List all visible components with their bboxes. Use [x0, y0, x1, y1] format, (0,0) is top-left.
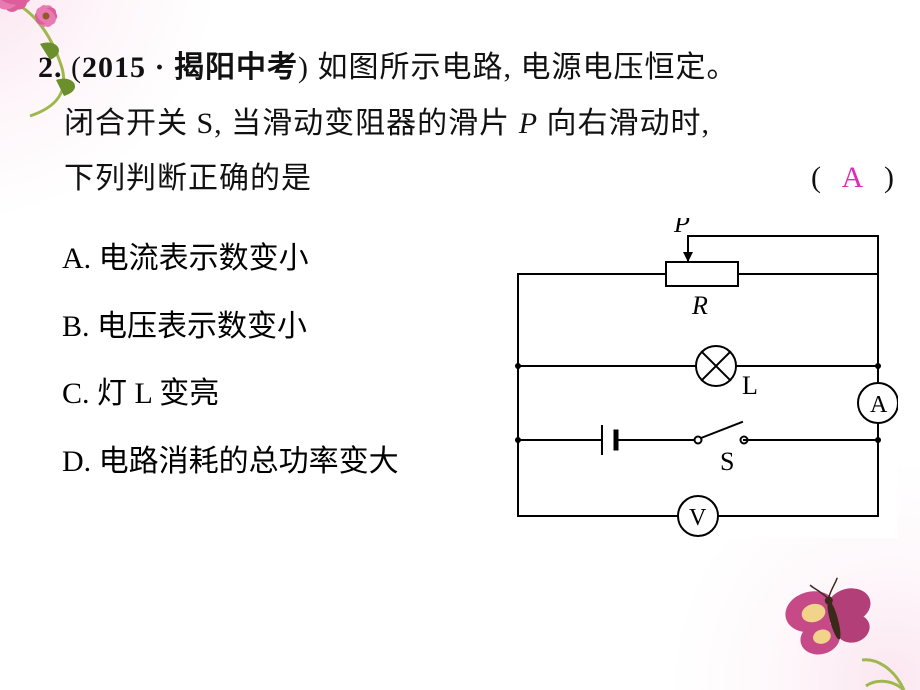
stem-line-1: 2. (2015 · 揭阳中考) 如图所示电路, 电源电压恒定。: [38, 40, 894, 96]
answer-parentheses: ( A ): [811, 150, 894, 206]
circuit-diagram: P R L A S V: [498, 218, 898, 538]
stem-line-3: 下列判断正确的是: [38, 151, 894, 207]
option-a: A. 电流表示数变小: [62, 225, 399, 293]
question-block: 2. (2015 · 揭阳中考) 如图所示电路, 电源电压恒定。 闭合开关 S,…: [38, 40, 894, 207]
question-number: 2.: [38, 51, 63, 84]
answer-letter: A: [829, 150, 877, 206]
label-s: S: [720, 447, 734, 476]
dot: ·: [155, 51, 166, 84]
option-b: B. 电压表示数变小: [62, 293, 399, 361]
label-p: P: [673, 218, 690, 238]
butterfly-decoration-bottom-right: [754, 550, 914, 690]
label-l: L: [742, 371, 758, 400]
option-c: C. 灯 L 变亮: [62, 360, 399, 428]
exam-year: 2015: [82, 51, 146, 84]
stem-2a: 闭合开关 S, 当滑动变阻器的滑片: [64, 107, 519, 140]
paren-open: (: [811, 161, 821, 194]
stem-line-2: 闭合开关 S, 当滑动变阻器的滑片 P 向右滑动时,: [38, 96, 894, 152]
label-v: V: [689, 505, 707, 531]
label-a: A: [870, 392, 888, 418]
exam-source: 揭阳中考: [174, 51, 298, 84]
stem-3: 下列判断正确的是: [64, 162, 312, 195]
stem-2b: 向右滑动时,: [538, 107, 710, 140]
stem-1b: ) 如图所示电路, 电源电压恒定。: [298, 51, 738, 84]
option-d: D. 电路消耗的总功率变大: [62, 428, 399, 496]
options-list: A. 电流表示数变小 B. 电压表示数变小 C. 灯 L 变亮 D. 电路消耗的…: [62, 225, 399, 495]
paren-open-1: (: [71, 51, 82, 84]
label-r: R: [691, 291, 708, 320]
paren-close: ): [884, 161, 894, 194]
var-P: P: [519, 107, 538, 140]
